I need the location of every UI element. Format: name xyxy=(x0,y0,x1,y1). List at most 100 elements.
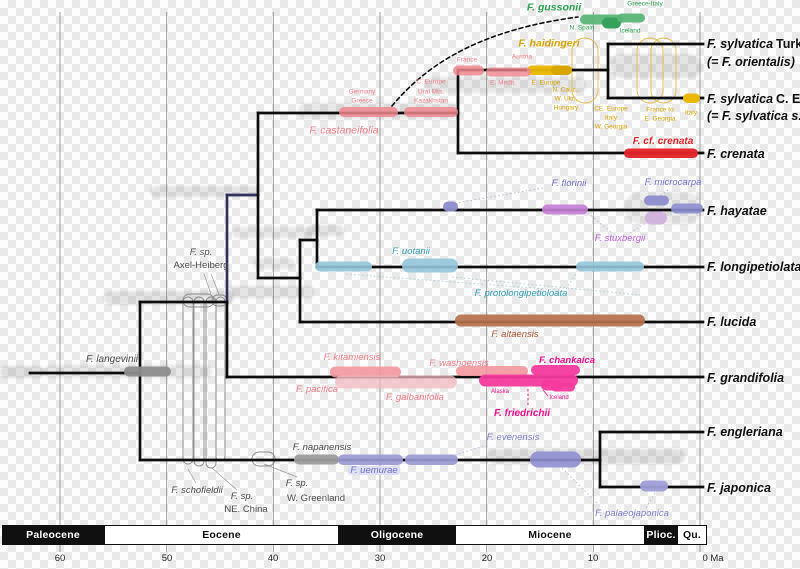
haidingeri-w-ukr: W. Ukr., xyxy=(554,95,578,103)
cf-crenata-label: F. cf. crenata xyxy=(632,135,694,147)
castaneifolia-bar2 xyxy=(404,107,458,117)
protolongipetiolata-label: F. protolongipetioloata xyxy=(474,288,568,300)
tip-species-name: F. sylvatica xyxy=(707,92,774,106)
tip-species-name: F. sylvatica xyxy=(707,37,774,51)
sylvatica-range-capsule-2 xyxy=(636,37,664,104)
castaneifolia-greece: Greece xyxy=(351,97,373,105)
castaneifolia-germany: Germany xyxy=(348,88,376,96)
haidingeri-label: F. haidingeri xyxy=(518,37,580,50)
palaeojaponica-link-1 xyxy=(561,467,600,506)
haidingeri-italy2: Italy xyxy=(685,109,697,117)
gridlines-layer xyxy=(59,12,701,552)
castaneifolia-emedit-bar xyxy=(486,67,531,77)
friedrichii-iceland-pointer xyxy=(542,389,549,397)
gussonii-greece-italy: Greece-Italy xyxy=(627,0,663,8)
uotanii-bar3 xyxy=(576,261,644,272)
castaneifolia-france: France xyxy=(456,56,478,64)
axis-tick-60: 60 xyxy=(54,553,66,564)
castaneifolia-ural: Ural Mts. xyxy=(418,88,444,96)
epoch-paleocene: Paleocene xyxy=(2,525,104,545)
haidingeri-w-georgia: W. Georgia xyxy=(594,123,628,131)
axel-pointer-2 xyxy=(203,273,212,295)
galbanifolia-bar xyxy=(335,375,457,389)
ghost-range-9 xyxy=(424,77,586,93)
axel-pointer-1 xyxy=(210,273,220,295)
ghost-range-0 xyxy=(0,366,44,378)
haidingeri-france-to: France to xyxy=(646,106,674,114)
evenensis-bar xyxy=(530,451,581,468)
haidingeri-n-cauc: N. Cauc., xyxy=(552,86,580,94)
castaneifolia-austria: Austria xyxy=(511,53,533,61)
tip-label-3: F. hayatae xyxy=(707,204,767,218)
chankaica-label: F. chankaica xyxy=(539,354,595,366)
epoch-miocene: Miocene xyxy=(455,525,645,545)
uemurae-bar2 xyxy=(405,454,458,465)
haidingeri-e-georgia: E. Georgia xyxy=(644,115,676,123)
tip-species-name: F. japonica xyxy=(707,480,771,495)
axis-tick-50: 50 xyxy=(161,553,173,564)
kitamiensis-label: F. kitamiensis xyxy=(323,351,381,363)
axis-tick-30: 30 xyxy=(374,553,386,564)
tip-species-name: F. longipetiolata xyxy=(707,259,800,274)
friedrichii-label: F. friedrichii xyxy=(493,407,551,419)
friedrichii-iceland: Iceland xyxy=(549,394,569,401)
ghost-range-10 xyxy=(610,54,702,78)
tip-synonym-0: (= F. orientalis) xyxy=(707,54,795,69)
connectors-layer xyxy=(187,16,669,509)
tip-label-4: F. longipetiolata xyxy=(707,260,800,274)
castaneifolia-france-bar xyxy=(453,65,484,76)
langevinii-bar xyxy=(124,366,171,377)
castaneifolia-kazakhstan: Kazakhstan xyxy=(414,97,448,105)
uemurae-label: F. uemurae xyxy=(347,465,401,476)
gussonii-n-spain: N. Spain xyxy=(569,24,595,32)
ne-china-pointer xyxy=(211,467,238,491)
tip-synonym-1: (= F. sylvatica s.str.) xyxy=(707,109,800,123)
schofieldii-label: F. schofieldii xyxy=(171,484,223,496)
palaeojaponica-link-2 xyxy=(645,492,656,509)
uemurae-bar1 xyxy=(338,454,403,465)
microcarpa-label: F. microcarpa xyxy=(644,176,702,188)
tip-label-0: F. sylvaticaTurkey xyxy=(707,37,800,51)
palaeojaponica-label: F. palaeojaponica xyxy=(595,507,669,519)
stuxbergii-bar xyxy=(645,211,667,225)
castaneifolia-label: F. castaneifolia xyxy=(309,124,379,137)
tip-species-name: F. hayatae xyxy=(707,203,767,218)
tip-region: Turkey xyxy=(776,37,800,51)
epoch-plioc: Plioc. xyxy=(645,525,677,545)
ghost-lineage-1 xyxy=(182,296,194,465)
haidingeri-dot xyxy=(551,65,572,75)
pacifica-label: F. pacifica xyxy=(295,384,339,396)
napanensis-label: F. napanensis xyxy=(292,441,352,453)
axel-heiberg-sp: F. sp. xyxy=(189,246,213,258)
tip-label-5: F. lucida xyxy=(707,315,756,329)
ne-china-sp: F. sp. xyxy=(230,490,254,502)
uotanii-bar2 xyxy=(402,258,458,273)
florinii-stuxbergii-link xyxy=(587,212,613,234)
ne-china-name: NE. China xyxy=(224,503,268,515)
protolongipetiolata-link-3 xyxy=(565,271,578,290)
palaeojaponica-bar xyxy=(640,480,668,492)
schofieldii-pointer xyxy=(187,468,197,484)
uotanii-bar1 xyxy=(315,261,372,272)
evenensis-label: F. evenensis xyxy=(486,432,540,444)
cf-crenata-bar xyxy=(624,148,698,158)
axis-tick-10: 10 xyxy=(587,553,599,564)
chankaica-bar1 xyxy=(531,365,580,375)
tip-species-name: F. crenata xyxy=(707,146,765,161)
ghost-range-4 xyxy=(228,286,314,298)
tip-label-8: F. japonica xyxy=(707,481,771,495)
galbanifolia-label: F. galbanifolia xyxy=(386,392,444,404)
microcarpa-bar2 xyxy=(671,203,703,214)
castaneifolia-bar1 xyxy=(339,107,398,117)
gussonii-dot xyxy=(602,17,621,29)
chankaica-alaska: Alaska xyxy=(490,388,510,395)
gussonii-iceland: Iceland xyxy=(619,27,641,35)
castaneifolia-c-europe: C. Europe xyxy=(416,78,446,86)
tip-region: C. Europe xyxy=(776,92,800,106)
epoch-eocene: Eocene xyxy=(104,525,339,545)
fossil-bars-layer xyxy=(124,13,703,492)
ghost-lineage-2 xyxy=(193,296,205,467)
